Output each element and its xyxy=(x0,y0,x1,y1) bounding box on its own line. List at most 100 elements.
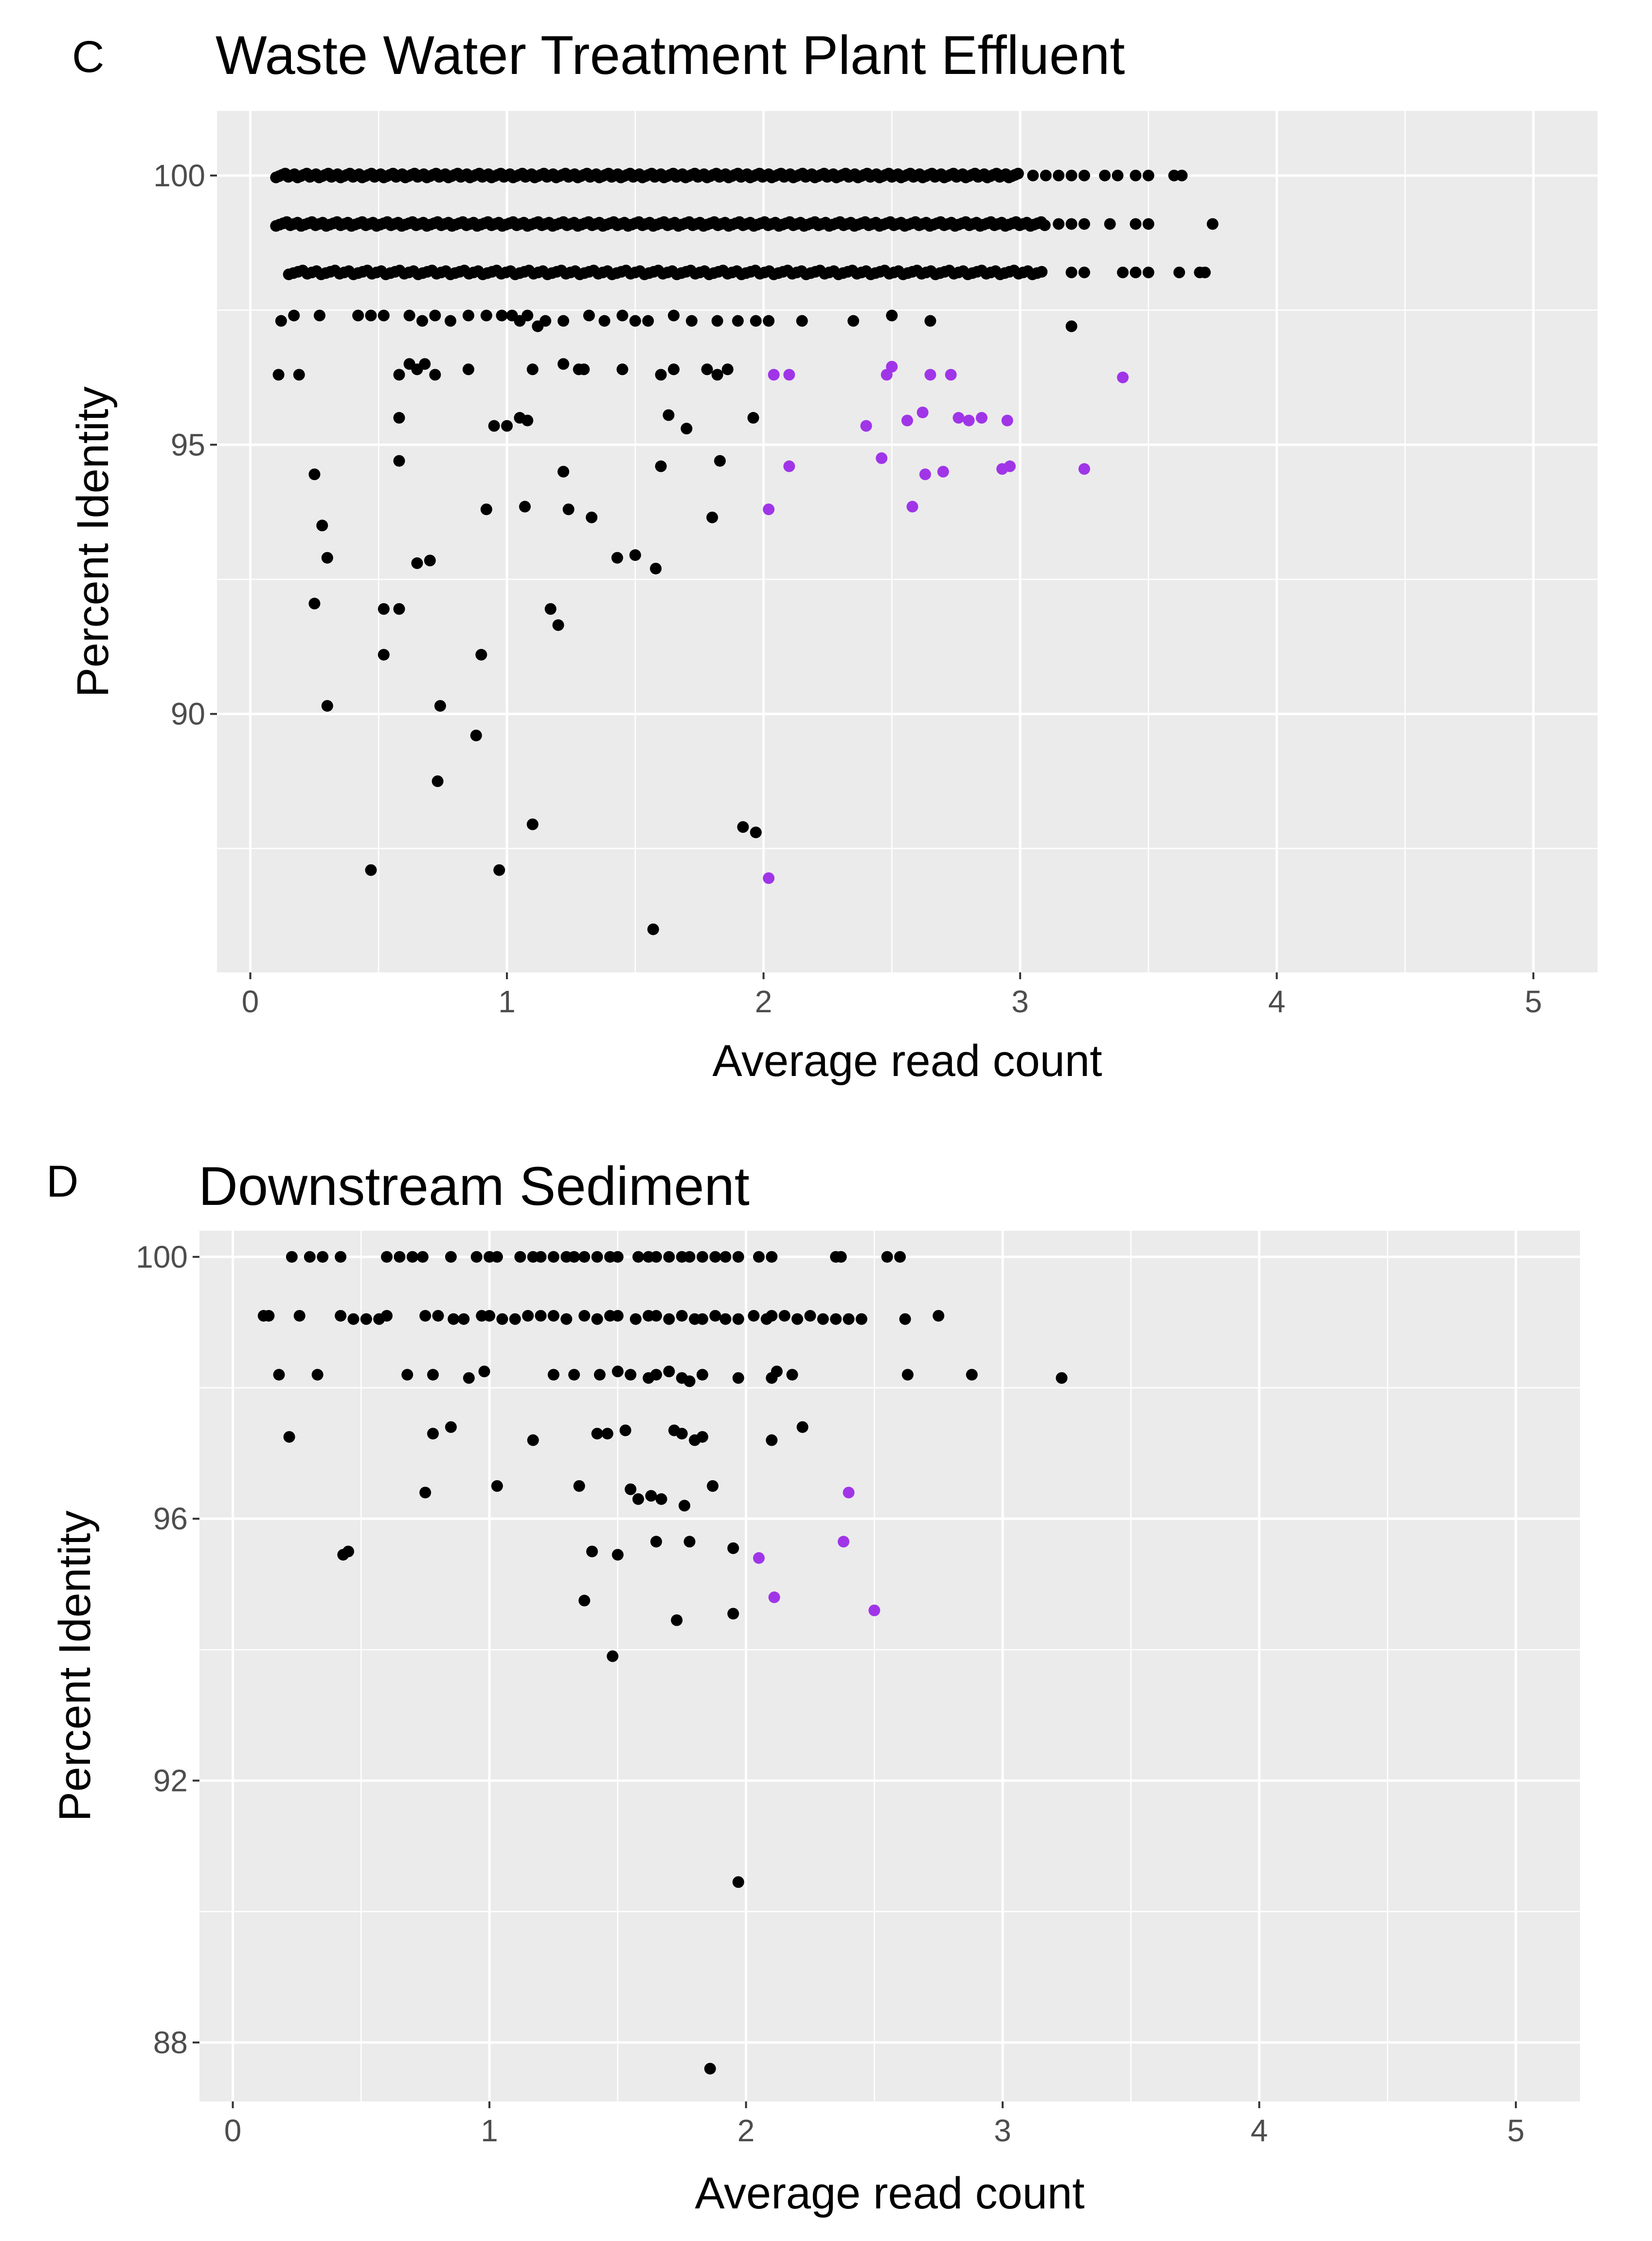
data-point xyxy=(521,309,534,322)
data-point xyxy=(491,1251,503,1263)
data-point xyxy=(830,1313,842,1325)
data-point xyxy=(1130,218,1142,230)
data-point xyxy=(470,1251,483,1263)
data-point xyxy=(342,1545,354,1558)
data-point xyxy=(1176,169,1188,181)
data-point xyxy=(707,1480,719,1492)
data-point xyxy=(552,619,564,631)
panel-d-x-axis-title: Average read count xyxy=(695,2169,1084,2218)
x-tick-label: 4 xyxy=(1268,984,1286,1019)
highlight-point xyxy=(783,369,795,381)
panel-d: D Downstream Sediment 88 92 96 100 0 1 2 3 4 5 A… xyxy=(46,1156,1580,2218)
data-point xyxy=(419,1309,431,1322)
data-point xyxy=(568,1369,580,1381)
data-point xyxy=(496,309,508,322)
panel-c-points xyxy=(270,167,1219,935)
data-point xyxy=(509,1313,521,1325)
data-point xyxy=(714,455,726,467)
highlight-point xyxy=(753,1552,765,1564)
x-tick-label: 2 xyxy=(755,984,772,1019)
x-tick-label: 5 xyxy=(1507,2113,1525,2148)
panel-d-points xyxy=(257,1251,1068,2075)
data-point xyxy=(578,363,590,376)
data-point xyxy=(835,1251,847,1263)
data-point xyxy=(1099,169,1111,181)
data-point xyxy=(727,1542,739,1554)
data-point xyxy=(591,1313,603,1325)
data-point xyxy=(747,412,759,424)
data-point xyxy=(647,923,659,935)
data-point xyxy=(855,1313,867,1325)
data-point xyxy=(598,315,611,327)
highlight-point xyxy=(919,468,931,481)
data-point xyxy=(308,468,321,481)
data-point xyxy=(578,1251,591,1263)
data-point xyxy=(629,315,641,327)
data-point xyxy=(650,562,662,574)
data-point xyxy=(583,309,595,322)
y-tick-label: 100 xyxy=(136,1239,188,1274)
x-tick-label: 3 xyxy=(994,2113,1011,2148)
data-point xyxy=(796,1421,808,1433)
data-point xyxy=(547,1309,559,1322)
data-point xyxy=(273,1369,285,1381)
data-point xyxy=(611,552,623,564)
data-point xyxy=(619,1424,631,1436)
y-tick-label: 88 xyxy=(153,2025,188,2060)
data-point xyxy=(899,1313,911,1325)
data-point xyxy=(719,1251,732,1263)
data-point xyxy=(445,1421,457,1433)
data-point xyxy=(557,358,570,370)
data-point xyxy=(416,315,429,327)
data-point xyxy=(655,460,667,472)
data-point xyxy=(1078,169,1090,181)
highlight-point xyxy=(1001,414,1013,427)
data-point xyxy=(766,1434,778,1446)
data-point xyxy=(526,363,539,376)
data-point xyxy=(601,1428,613,1440)
data-point xyxy=(655,369,667,381)
data-point xyxy=(377,648,390,661)
data-point xyxy=(663,1251,675,1263)
data-point xyxy=(709,1251,721,1263)
data-point xyxy=(645,1490,657,1502)
panel-d-y-ticks: 88 92 96 100 xyxy=(136,1239,199,2060)
highlight-point xyxy=(901,414,913,427)
data-point xyxy=(732,1876,744,1888)
highlight-point xyxy=(843,1487,855,1499)
data-point xyxy=(766,1251,778,1263)
data-point xyxy=(544,603,557,615)
data-point xyxy=(316,520,328,532)
data-point xyxy=(484,1309,496,1322)
data-point xyxy=(1104,218,1116,230)
data-point xyxy=(721,363,734,376)
data-point xyxy=(616,363,628,376)
highlight-point xyxy=(886,360,898,373)
highlight-point xyxy=(838,1536,850,1548)
data-point xyxy=(667,309,680,322)
data-point xyxy=(843,1313,855,1325)
data-point xyxy=(535,1309,547,1322)
data-point xyxy=(578,1595,591,1607)
data-point xyxy=(496,1313,508,1325)
x-tick-label: 0 xyxy=(224,2113,242,2148)
data-point xyxy=(429,309,441,322)
data-point xyxy=(480,503,492,516)
data-point xyxy=(519,501,531,513)
highlight-point xyxy=(768,369,780,381)
data-point xyxy=(750,315,762,327)
y-tick-label: 96 xyxy=(153,1501,188,1536)
highlight-point xyxy=(952,412,965,424)
data-point xyxy=(753,1251,765,1263)
highlight-point xyxy=(1004,460,1016,472)
data-point xyxy=(650,1251,662,1263)
highlight-point xyxy=(906,501,918,513)
data-point xyxy=(676,1428,688,1440)
data-point xyxy=(478,1365,490,1378)
highlight-point xyxy=(975,412,988,424)
panel-d-title: Downstream Sediment xyxy=(198,1156,750,1217)
data-point xyxy=(611,1309,624,1322)
y-tick-label: 100 xyxy=(153,158,205,193)
data-point xyxy=(1206,218,1219,230)
data-point xyxy=(678,1500,690,1512)
